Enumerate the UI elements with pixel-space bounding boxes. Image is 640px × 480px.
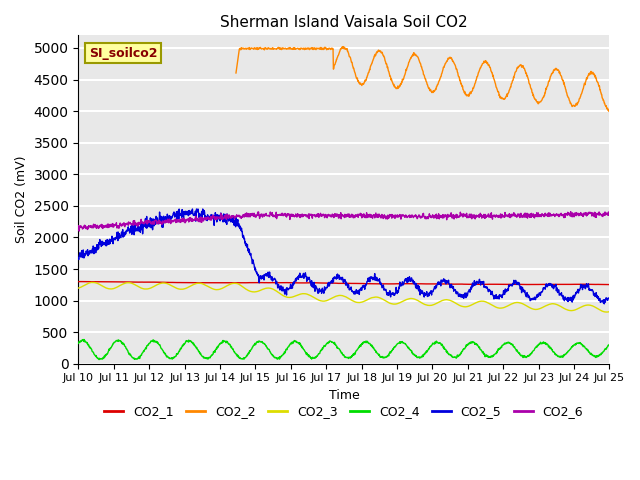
Legend: CO2_1, CO2_2, CO2_3, CO2_4, CO2_5, CO2_6: CO2_1, CO2_2, CO2_3, CO2_4, CO2_5, CO2_6 bbox=[99, 400, 588, 423]
Y-axis label: Soil CO2 (mV): Soil CO2 (mV) bbox=[15, 156, 28, 243]
X-axis label: Time: Time bbox=[328, 389, 359, 402]
Title: Sherman Island Vaisala Soil CO2: Sherman Island Vaisala Soil CO2 bbox=[220, 15, 468, 30]
Text: SI_soilco2: SI_soilco2 bbox=[89, 47, 157, 60]
